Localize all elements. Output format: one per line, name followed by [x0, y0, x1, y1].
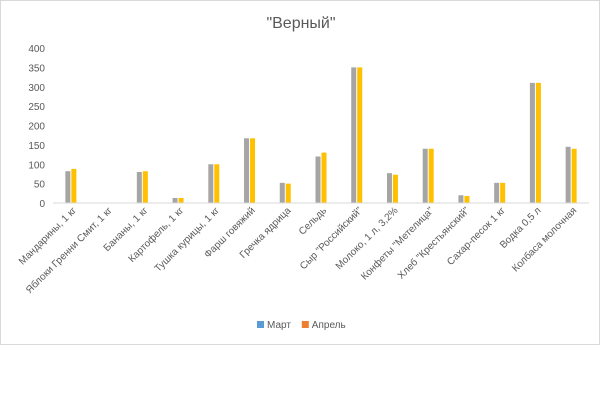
y-axis: 0 50 100 150 200 250 300 350 400 — [28, 44, 45, 210]
legend-label-0: Март — [267, 320, 291, 331]
bar-series-2-0 — [71, 168, 77, 203]
x-category-label: Сыр "Российский" — [298, 205, 365, 272]
bars — [65, 67, 577, 203]
bar-series-2-8 — [357, 67, 363, 203]
bar-chart: "Верный" 0 50 100 150 200 250 300 350 400 Мандар… — [17, 15, 589, 331]
bar-series-1-6 — [279, 182, 285, 203]
legend-swatch-1 — [301, 321, 309, 328]
chart-title: "Верный" — [266, 15, 335, 32]
bar-series-2-9 — [392, 174, 398, 203]
bar-series-2-12 — [500, 182, 506, 203]
x-category-label: Колбаса молочная — [510, 205, 580, 275]
bar-series-1-14 — [565, 146, 571, 203]
legend-label-1: Апрель — [312, 320, 346, 331]
y-tick-label: 250 — [28, 102, 45, 113]
bar-series-1-9 — [386, 173, 392, 203]
bar-series-2-10 — [428, 148, 434, 203]
bar-series-1-0 — [65, 171, 71, 203]
bar-series-1-7 — [315, 156, 321, 203]
legend-swatch-0 — [257, 321, 264, 328]
chart-frame: "Верный" 0 50 100 150 200 250 300 350 400 Мандар… — [0, 0, 600, 345]
y-tick-label: 200 — [28, 122, 45, 133]
bar-series-2-6 — [285, 183, 291, 203]
bar-series-2-7 — [321, 152, 327, 203]
bar-series-2-14 — [571, 148, 577, 203]
bar-series-1-3 — [172, 197, 178, 203]
x-category-label: Мандарины, 1 кг — [17, 205, 79, 267]
y-tick-label: 150 — [28, 141, 45, 152]
bar-series-1-10 — [422, 148, 428, 203]
bar-series-1-5 — [244, 138, 250, 203]
x-category-label: Хлеб "Крестьянский" — [395, 204, 472, 281]
y-tick-label: 400 — [28, 44, 45, 55]
bar-series-2-13 — [535, 82, 541, 203]
bar-series-1-11 — [458, 195, 464, 203]
bar-series-2-11 — [464, 196, 470, 203]
bar-series-1-8 — [351, 67, 357, 203]
bar-series-2-4 — [214, 164, 220, 203]
bar-series-1-2 — [136, 172, 142, 203]
bar-series-1-12 — [494, 182, 500, 203]
x-category-label: Тушка курицы, 1 кг — [153, 205, 222, 274]
y-tick-label: 300 — [28, 83, 45, 94]
x-category-label: Молоко, 1 л, 3,2% — [334, 205, 401, 272]
bar-series-1-4 — [208, 164, 214, 203]
bar-series-2-5 — [250, 138, 256, 203]
y-tick-label: 50 — [34, 180, 46, 191]
y-tick-label: 350 — [28, 63, 45, 74]
y-tick-label: 100 — [28, 160, 45, 171]
bar-series-2-2 — [142, 171, 148, 203]
bar-series-1-13 — [529, 82, 535, 203]
x-category-label: Сельдь — [297, 205, 329, 237]
bar-series-2-3 — [178, 197, 184, 203]
y-tick-label: 0 — [39, 199, 45, 210]
legend: Март Апрель — [257, 320, 346, 331]
